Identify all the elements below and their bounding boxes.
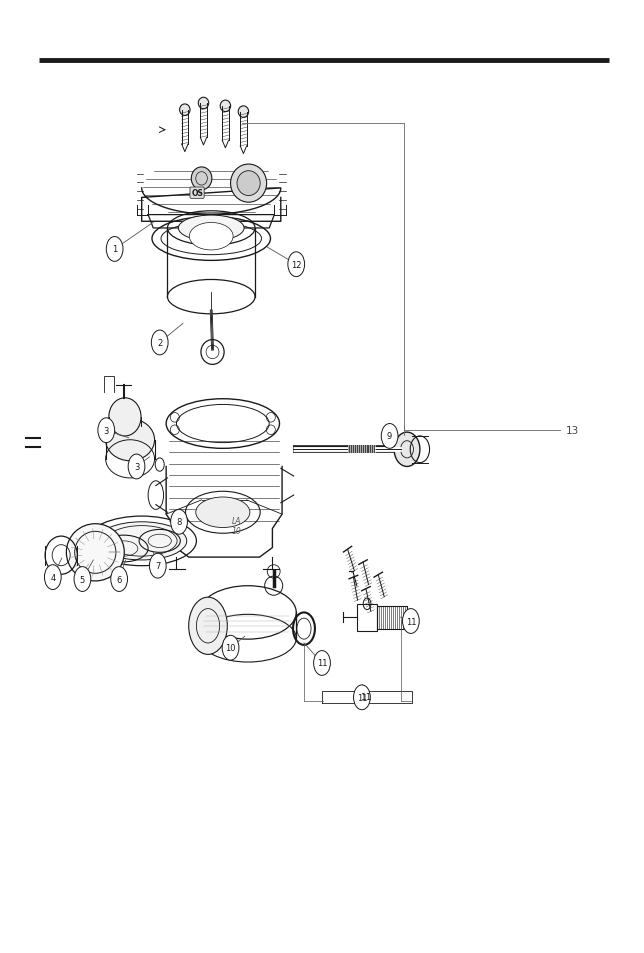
Ellipse shape xyxy=(196,497,250,528)
Ellipse shape xyxy=(238,107,249,118)
Text: 13: 13 xyxy=(565,426,579,436)
Text: 3: 3 xyxy=(104,426,109,436)
Circle shape xyxy=(171,510,187,535)
Circle shape xyxy=(151,331,168,355)
Text: 3: 3 xyxy=(134,462,139,472)
Circle shape xyxy=(222,636,239,660)
Ellipse shape xyxy=(191,168,212,191)
Text: 11: 11 xyxy=(361,693,373,701)
Circle shape xyxy=(314,651,330,676)
Ellipse shape xyxy=(231,165,267,203)
Ellipse shape xyxy=(198,98,209,110)
Text: 8: 8 xyxy=(176,517,182,527)
Text: OS: OS xyxy=(191,189,203,198)
Circle shape xyxy=(149,554,166,578)
Circle shape xyxy=(106,237,123,262)
Text: 7: 7 xyxy=(155,561,160,571)
Ellipse shape xyxy=(189,598,227,655)
Circle shape xyxy=(128,455,145,479)
Circle shape xyxy=(354,685,370,710)
Ellipse shape xyxy=(178,216,244,242)
Circle shape xyxy=(98,418,115,443)
Circle shape xyxy=(402,609,419,634)
Ellipse shape xyxy=(189,223,233,251)
Text: 2: 2 xyxy=(157,338,162,348)
Text: 11: 11 xyxy=(317,659,327,668)
Text: 6: 6 xyxy=(117,575,122,584)
Ellipse shape xyxy=(220,101,231,112)
Ellipse shape xyxy=(106,419,155,461)
Circle shape xyxy=(288,253,305,277)
Text: 5: 5 xyxy=(80,575,85,584)
Circle shape xyxy=(44,565,61,590)
Ellipse shape xyxy=(237,172,260,196)
Circle shape xyxy=(381,424,398,449)
Circle shape xyxy=(74,567,91,592)
Ellipse shape xyxy=(109,398,141,436)
Text: 11: 11 xyxy=(357,693,367,702)
Ellipse shape xyxy=(66,524,124,581)
Bar xyxy=(357,604,377,631)
Ellipse shape xyxy=(394,433,420,467)
Text: 10: 10 xyxy=(225,643,236,653)
Text: 1: 1 xyxy=(112,245,117,254)
Circle shape xyxy=(111,567,128,592)
Text: LA
10: LA 10 xyxy=(232,517,242,536)
Text: 9: 9 xyxy=(387,432,392,441)
Ellipse shape xyxy=(180,105,190,116)
Ellipse shape xyxy=(97,522,187,560)
Text: 12: 12 xyxy=(291,260,301,270)
Text: 4: 4 xyxy=(50,573,55,582)
Text: 11: 11 xyxy=(406,617,416,626)
